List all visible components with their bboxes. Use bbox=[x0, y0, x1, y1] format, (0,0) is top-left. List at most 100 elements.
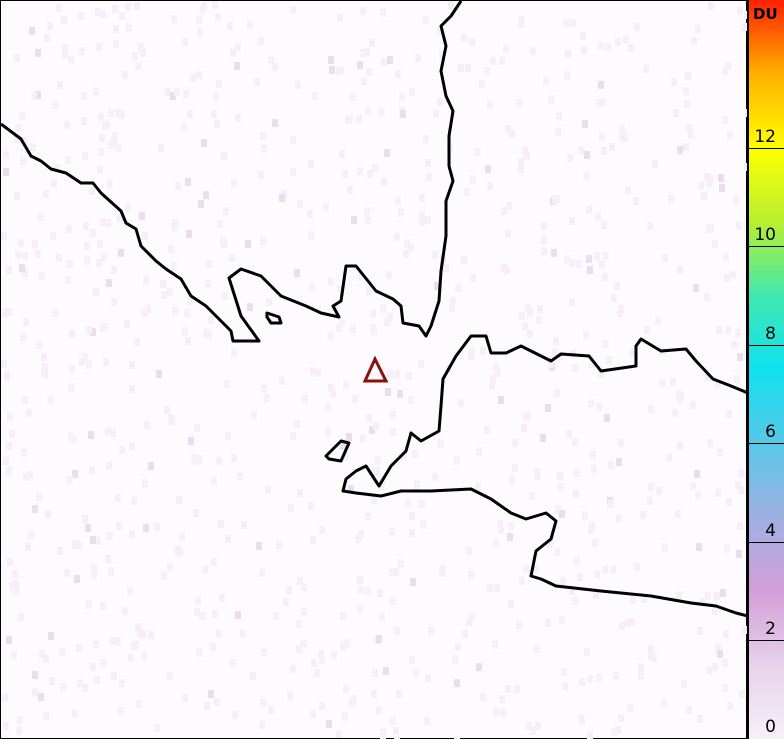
so2-pixel bbox=[272, 119, 278, 127]
so2-pixel bbox=[643, 65, 649, 73]
so2-pixel bbox=[633, 197, 639, 205]
so2-pixel bbox=[168, 245, 174, 253]
so2-pixel bbox=[232, 711, 238, 719]
so2-pixel bbox=[170, 92, 176, 100]
coastline-island-west-java bbox=[324, 439, 351, 463]
so2-pixel bbox=[599, 261, 605, 269]
coastline-sumatra bbox=[0, 0, 463, 343]
so2-pixel bbox=[203, 191, 209, 199]
so2-pixel bbox=[592, 539, 598, 547]
so2-pixel bbox=[208, 690, 214, 698]
so2-pixel bbox=[288, 504, 294, 512]
so2-pixel bbox=[203, 329, 209, 337]
so2-pixel bbox=[319, 702, 325, 710]
so2-pixel bbox=[405, 499, 411, 507]
so2-pixel bbox=[562, 682, 568, 690]
so2-pixel bbox=[601, 221, 607, 229]
so2-pixel bbox=[67, 260, 73, 268]
so2-pixel bbox=[357, 167, 363, 175]
so2-pixel bbox=[312, 92, 318, 100]
so2-pixel bbox=[449, 304, 455, 312]
so2-pixel bbox=[43, 712, 49, 720]
so2-pixel bbox=[608, 461, 614, 469]
so2-pixel bbox=[14, 192, 20, 200]
so2-pixel bbox=[390, 411, 396, 419]
so2-pixel bbox=[98, 113, 104, 121]
so2-pixel bbox=[610, 566, 616, 574]
so2-pixel bbox=[476, 663, 482, 671]
so2-pixel bbox=[717, 449, 723, 457]
so2-pixel bbox=[76, 542, 82, 550]
so2-pixel bbox=[129, 530, 135, 538]
so2-pixel bbox=[468, 352, 474, 360]
so2-pixel bbox=[514, 685, 520, 693]
so2-pixel bbox=[615, 38, 621, 46]
so2-pixel bbox=[686, 124, 692, 132]
volcano-triangle-icon bbox=[362, 355, 389, 383]
so2-pixel bbox=[279, 377, 285, 385]
so2-pixel bbox=[404, 239, 410, 247]
so2-pixel bbox=[414, 481, 420, 489]
so2-pixel bbox=[567, 154, 573, 162]
so2-pixel bbox=[364, 48, 370, 56]
so2-pixel bbox=[648, 645, 654, 653]
so2-pixel bbox=[310, 536, 316, 544]
so2-pixel bbox=[86, 601, 92, 609]
so2-pixel bbox=[493, 539, 499, 547]
so2-pixel bbox=[107, 180, 113, 188]
so2-pixel bbox=[564, 255, 570, 263]
so2-pixel bbox=[29, 27, 35, 35]
colorbar-tick-label: 0 bbox=[765, 717, 776, 737]
so2-pixel bbox=[475, 483, 481, 491]
so2-pixel bbox=[598, 81, 604, 89]
so2-pixel bbox=[548, 360, 554, 368]
so2-pixel bbox=[97, 166, 103, 174]
so2-pixel bbox=[532, 565, 538, 573]
so2-pixel bbox=[420, 521, 426, 529]
so2-pixel bbox=[231, 349, 237, 357]
so2-pixel bbox=[662, 254, 668, 262]
so2-pixel bbox=[548, 95, 554, 103]
so2-pixel bbox=[489, 382, 495, 390]
so2-pixel bbox=[231, 454, 237, 462]
so2-pixel bbox=[108, 109, 114, 117]
so2-pixel bbox=[433, 110, 439, 118]
so2-pixel bbox=[210, 643, 216, 651]
so2-pixel bbox=[9, 430, 15, 438]
so2-pixel bbox=[724, 274, 730, 282]
so2-pixel bbox=[534, 645, 540, 653]
so2-pixel bbox=[35, 91, 41, 99]
so2-pixel bbox=[541, 222, 547, 230]
so2-pixel bbox=[115, 638, 121, 646]
so2-pixel bbox=[647, 222, 653, 230]
so2-pixel bbox=[21, 449, 27, 457]
so2-pixel bbox=[734, 375, 740, 383]
so2-pixel bbox=[39, 650, 45, 658]
so2-pixel bbox=[192, 457, 198, 465]
so2-pixel bbox=[618, 439, 624, 447]
so2-pixel bbox=[113, 25, 119, 33]
so2-pixel bbox=[3, 722, 9, 730]
so2-pixel bbox=[119, 12, 125, 20]
so2-pixel bbox=[516, 621, 522, 629]
so2-pixel bbox=[570, 19, 576, 27]
so2-pixel bbox=[23, 473, 29, 481]
so2-pixel bbox=[268, 706, 274, 714]
so2-pixel bbox=[629, 618, 635, 626]
colorbar-tick-label: 6 bbox=[765, 422, 776, 443]
so2-pixel bbox=[706, 225, 712, 233]
so2-pixel bbox=[543, 77, 549, 85]
so2-pixel bbox=[148, 631, 154, 639]
so2-pixel bbox=[736, 550, 742, 558]
so2-pixel bbox=[32, 505, 38, 513]
so2-pixel bbox=[117, 214, 123, 222]
so2-pixel bbox=[479, 80, 485, 88]
so2-pixel bbox=[648, 483, 654, 491]
so2-pixel bbox=[381, 58, 387, 66]
so2-pixel bbox=[7, 413, 13, 421]
so2-pixel bbox=[470, 274, 476, 282]
so2-pixel bbox=[434, 282, 440, 290]
so2-pixel bbox=[541, 236, 547, 244]
so2-pixel bbox=[369, 39, 375, 47]
so2-pixel bbox=[111, 672, 117, 680]
